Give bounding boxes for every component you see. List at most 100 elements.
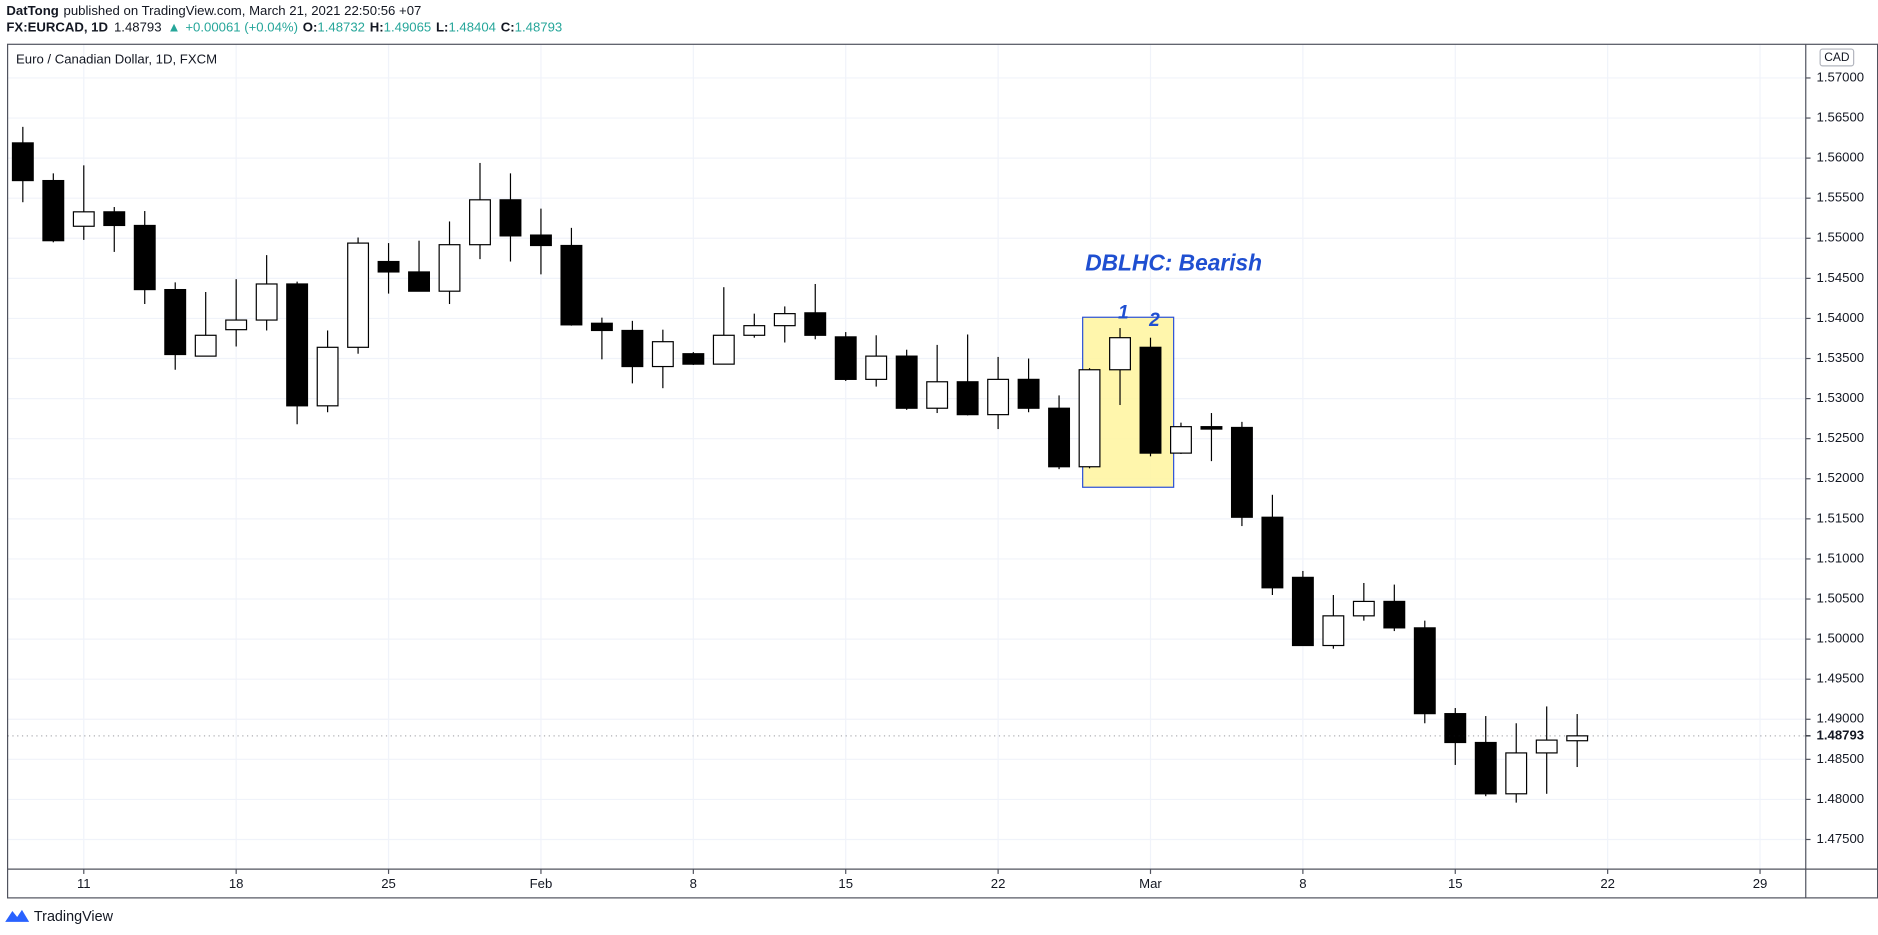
x-tick-label: Feb bbox=[530, 876, 553, 891]
y-tick-label: 1.52000 bbox=[1817, 470, 1865, 485]
candle-body bbox=[987, 378, 1010, 416]
x-tick-label: 25 bbox=[381, 876, 396, 891]
y-tick-label: 1.56000 bbox=[1817, 150, 1865, 165]
candle-body bbox=[651, 341, 674, 368]
candle-body bbox=[42, 179, 65, 242]
candle-body bbox=[1383, 600, 1406, 629]
candle-body bbox=[956, 381, 979, 416]
low-label: L: bbox=[436, 20, 448, 35]
candle-body bbox=[560, 244, 583, 326]
candle-body bbox=[286, 283, 309, 407]
candle-body bbox=[1048, 407, 1071, 468]
candle-body bbox=[1200, 426, 1223, 430]
candle-body bbox=[1078, 369, 1101, 468]
candle-body bbox=[1505, 752, 1528, 795]
candle-body bbox=[194, 334, 217, 357]
y-tick-label: 1.51000 bbox=[1817, 550, 1865, 565]
close: 1.48793 bbox=[515, 20, 563, 35]
symbol: FX:EURCAD, 1D bbox=[6, 20, 108, 35]
candle-body bbox=[712, 334, 735, 365]
candle-body bbox=[1261, 516, 1284, 589]
price: 1.48793 bbox=[114, 20, 162, 35]
candle-body bbox=[621, 329, 644, 368]
candle-body bbox=[1474, 741, 1497, 795]
candle-body bbox=[773, 313, 796, 327]
candle-body bbox=[377, 260, 400, 273]
candle-body bbox=[1230, 426, 1253, 518]
candle-body bbox=[590, 322, 613, 332]
candle-body bbox=[469, 199, 491, 246]
annotation: 1 bbox=[1118, 303, 1129, 324]
candle-body bbox=[529, 234, 552, 247]
x-tick-label: Mar bbox=[1139, 876, 1162, 891]
candle-body bbox=[438, 244, 461, 292]
x-tick-label: 22 bbox=[1600, 876, 1615, 891]
candle-body bbox=[834, 336, 857, 380]
high-label: H: bbox=[370, 20, 384, 35]
y-tick-label: 1.48000 bbox=[1817, 791, 1865, 806]
candle-body bbox=[1170, 426, 1192, 454]
footer-logo bbox=[5, 909, 30, 922]
footer: TradingView bbox=[34, 909, 114, 925]
x-tick-label: 8 bbox=[690, 876, 697, 891]
candles bbox=[11, 126, 1589, 803]
y-tick-label: 1.53500 bbox=[1817, 350, 1865, 365]
change: +0.00061 (+0.04%) bbox=[185, 20, 298, 35]
candle-body bbox=[103, 211, 126, 227]
arrow: ▲ bbox=[168, 20, 181, 35]
candle-body bbox=[1139, 346, 1162, 454]
candle-body bbox=[225, 319, 248, 331]
y-tick-label: 1.50500 bbox=[1817, 590, 1865, 605]
candle-body bbox=[1322, 615, 1345, 647]
currency-badge bbox=[1819, 48, 1855, 67]
y-tick-label: 1.51500 bbox=[1817, 510, 1865, 525]
candle-body bbox=[499, 199, 522, 237]
candle-body bbox=[72, 211, 95, 227]
low: 1.48404 bbox=[448, 20, 496, 35]
candle-body bbox=[164, 288, 187, 356]
candle-body bbox=[743, 325, 766, 336]
candle-body bbox=[1017, 378, 1040, 409]
y-tick-label: 1.54500 bbox=[1817, 270, 1865, 285]
author: DatTong bbox=[6, 3, 58, 18]
x-tick-label: 15 bbox=[838, 876, 853, 891]
candle-body bbox=[1413, 627, 1436, 715]
candle-body bbox=[682, 353, 705, 365]
candle-body bbox=[347, 242, 370, 348]
candle-body bbox=[804, 312, 827, 336]
candle-body bbox=[926, 381, 949, 409]
candle-body bbox=[1109, 337, 1131, 371]
candle-body bbox=[1352, 600, 1375, 617]
y-tick-label: 1.48500 bbox=[1817, 751, 1865, 766]
high: 1.49065 bbox=[384, 20, 432, 35]
publish-line: DatTong published on TradingView.com, Mar… bbox=[6, 3, 421, 18]
y-tick-label: 1.49500 bbox=[1817, 671, 1865, 686]
y-tick-label: 1.55500 bbox=[1817, 190, 1865, 205]
candle-body bbox=[255, 283, 278, 321]
candle-body bbox=[1535, 739, 1558, 754]
frame bbox=[6, 43, 1878, 899]
candle-body bbox=[1444, 713, 1467, 744]
y-tick-label: 1.49000 bbox=[1817, 711, 1865, 726]
open-label: O: bbox=[303, 20, 318, 35]
annotation: 2 bbox=[1148, 310, 1160, 331]
y-tick-label: 1.50000 bbox=[1817, 631, 1865, 646]
candle-body bbox=[1291, 576, 1314, 647]
y-tick-label: 1.56500 bbox=[1817, 110, 1865, 125]
candle-body bbox=[1566, 735, 1589, 742]
y-tick-label: 1.54000 bbox=[1817, 310, 1865, 325]
y-tick-label: 1.53000 bbox=[1817, 390, 1865, 405]
close-label: C: bbox=[501, 20, 515, 35]
last-price-label: 1.48793 bbox=[1817, 727, 1865, 742]
y-tick-label: 1.57000 bbox=[1817, 69, 1865, 84]
symbol-line: FX:EURCAD, 1D 1.48793 ▲ +0.00061 (+0.04%) O:… bbox=[6, 20, 562, 35]
chart-title: Euro / Canadian Dollar, 1D, FXCM bbox=[16, 51, 217, 66]
candle-body bbox=[895, 355, 918, 409]
x-tick-label: 29 bbox=[1753, 876, 1768, 891]
y-tick-label: 1.47500 bbox=[1817, 831, 1865, 846]
published: published on TradingView.com, March 21, … bbox=[64, 3, 422, 18]
candle-body bbox=[316, 346, 339, 407]
candle-body bbox=[408, 271, 430, 292]
currency: CAD bbox=[1824, 50, 1850, 64]
